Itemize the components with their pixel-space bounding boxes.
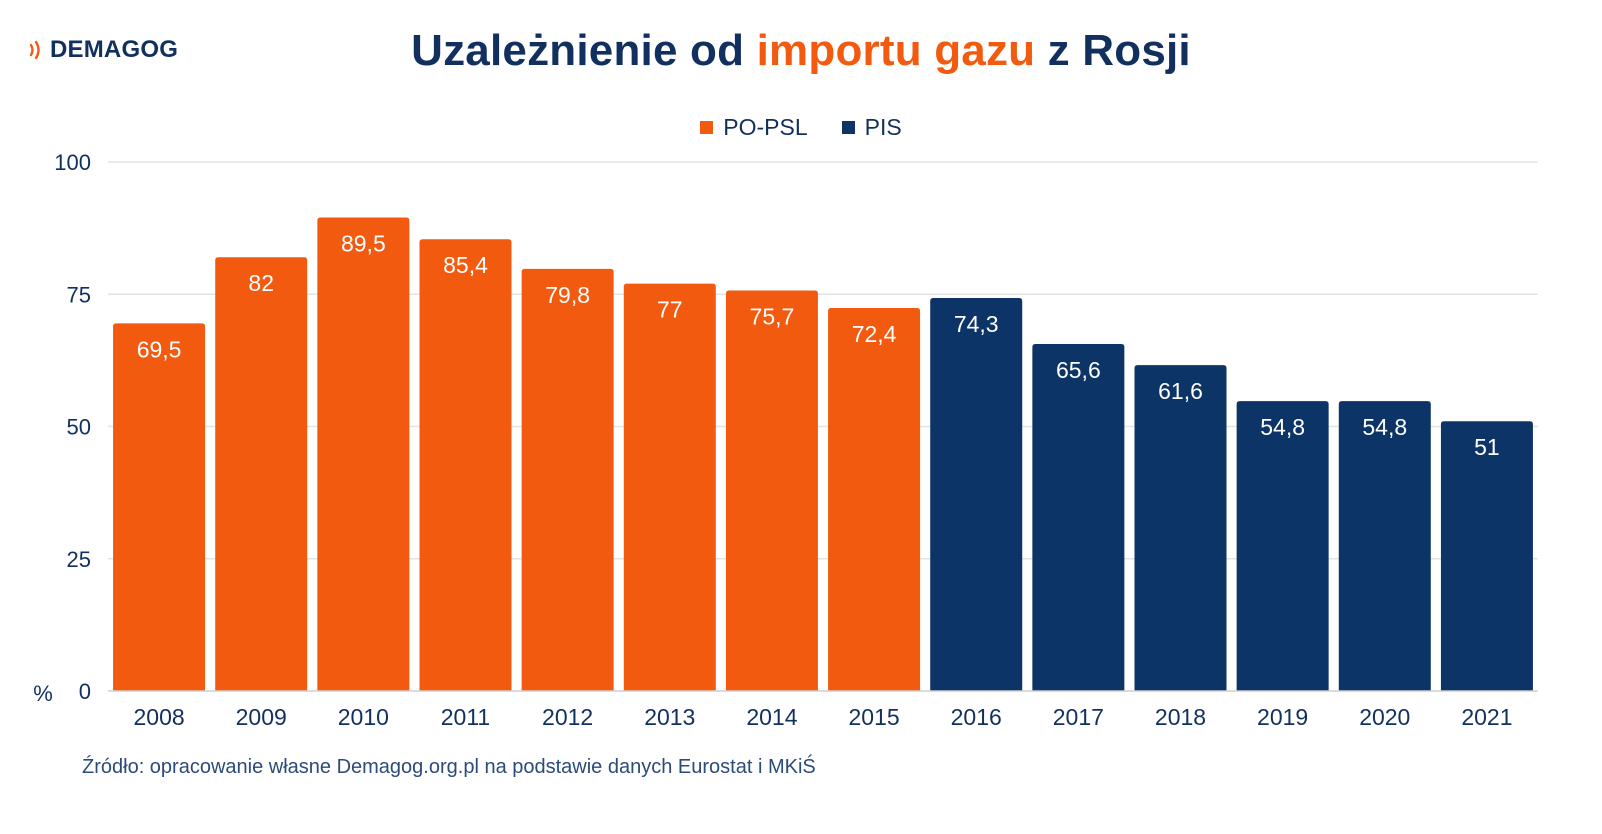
x-tick-label: 2008 — [133, 704, 184, 730]
y-tick-label: 100 — [54, 150, 91, 175]
bar-value-label: 74,3 — [954, 311, 999, 337]
bar-value-label: 65,6 — [1056, 357, 1101, 383]
y-tick-label: 0 — [79, 679, 91, 704]
y-tick-label: 25 — [67, 547, 91, 572]
legend-swatch-po-psl — [700, 121, 714, 134]
bar-value-label: 54,8 — [1362, 414, 1407, 440]
bar — [725, 290, 818, 691]
bar — [1032, 343, 1125, 691]
bar-value-label: 89,5 — [341, 231, 386, 257]
x-tick-label: 2009 — [236, 704, 287, 730]
title-part-1: Uzależnienie od — [411, 26, 757, 75]
chart-legend: PO-PSL PIS — [0, 114, 1602, 141]
bar — [1440, 421, 1533, 691]
legend-label-pis: PIS — [864, 114, 902, 140]
signal-waves-icon — [29, 40, 40, 60]
x-tick-label: 2011 — [441, 704, 490, 730]
bar-value-label: 72,4 — [852, 321, 897, 347]
x-tick-label: 2019 — [1257, 704, 1308, 730]
legend-label-po-psl: PO-PSL — [723, 114, 808, 140]
bar-value-label: 61,6 — [1158, 378, 1203, 404]
x-tick-label: 2010 — [338, 704, 389, 730]
bar — [930, 297, 1023, 691]
bar-value-label: 82 — [248, 270, 274, 296]
x-tick-label: 2012 — [542, 704, 593, 730]
legend-item-po-psl: PO-PSL — [700, 114, 808, 141]
x-tick-label: 2018 — [1155, 704, 1206, 730]
bar-value-label: 79,8 — [545, 282, 590, 308]
bar-value-label: 51 — [1474, 434, 1500, 460]
bar-value-label: 54,8 — [1260, 414, 1305, 440]
demagog-logo: DEMAGOG — [28, 36, 178, 64]
bar — [623, 283, 716, 691]
bar-value-label: 85,4 — [443, 252, 488, 278]
x-tick-label: 2017 — [1053, 704, 1104, 730]
x-tick-label: 2016 — [951, 704, 1002, 730]
bar — [1236, 401, 1329, 691]
title-part-2: z Rosji — [1035, 26, 1191, 75]
bar — [113, 323, 206, 691]
y-axis-unit-label: % — [33, 681, 53, 706]
bar — [828, 308, 921, 691]
bar — [215, 257, 308, 691]
bar — [521, 268, 614, 691]
x-tick-label: 2014 — [746, 704, 797, 730]
y-tick-label: 50 — [67, 415, 91, 440]
bar-value-label: 69,5 — [137, 336, 182, 362]
bar — [1134, 365, 1227, 691]
bar-value-label: 77 — [657, 297, 683, 323]
logo-text: DEMAGOG — [50, 36, 179, 63]
bar-value-label: 75,7 — [750, 304, 795, 330]
legend-item-pis: PIS — [841, 114, 902, 141]
source-note: Źródło: opracowanie własne Demagog.org.p… — [82, 756, 816, 778]
x-tick-label: 2021 — [1461, 704, 1512, 730]
x-tick-label: 2020 — [1359, 704, 1410, 730]
y-tick-label: 75 — [67, 282, 91, 307]
bar — [419, 239, 512, 691]
title-accent: importu gazu — [756, 26, 1036, 75]
x-tick-label: 2015 — [848, 704, 899, 730]
x-tick-label: 2013 — [644, 704, 695, 730]
bar — [317, 217, 410, 692]
legend-swatch-pis — [841, 121, 855, 134]
chart-title: Uzależnienie od importu gazu z Rosji — [0, 26, 1602, 76]
bar — [1338, 401, 1431, 691]
